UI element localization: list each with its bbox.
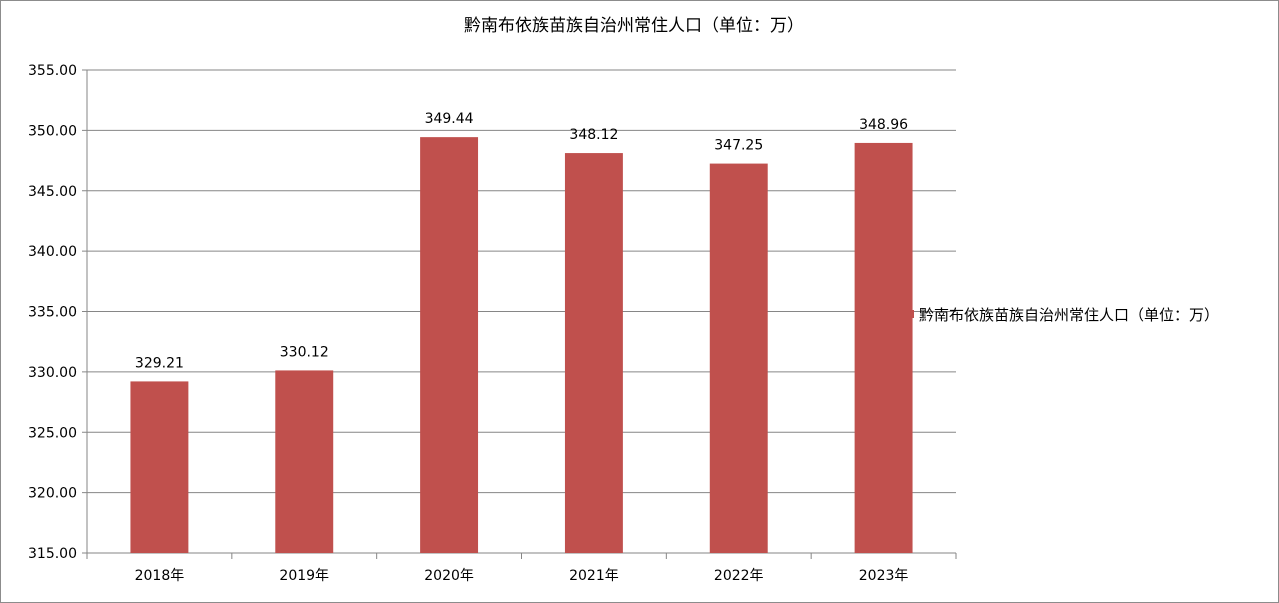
data-label: 329.21 (135, 355, 184, 371)
x-tick-label: 2021年 (569, 568, 619, 584)
data-label: 330.12 (280, 344, 329, 360)
y-tick-label: 340.00 (28, 244, 77, 260)
x-tick-label: 2022年 (714, 568, 764, 584)
data-label: 347.25 (714, 138, 763, 154)
y-tick-label: 335.00 (28, 305, 77, 321)
x-tick-label: 2019年 (279, 568, 329, 584)
data-label: 348.96 (859, 117, 908, 133)
chart-title: 黔南布依族苗族自治州常住人口（单位：万） (464, 16, 804, 36)
data-label: 348.12 (569, 127, 618, 143)
data-label: 349.44 (425, 111, 474, 127)
x-tick-label: 2020年 (424, 568, 474, 584)
axes (82, 69, 957, 559)
bar-2021年 (564, 153, 623, 554)
y-tick-labels: 315.00 320.00 325.00 330.00 335.00 340.00 345.… (28, 63, 77, 562)
data-labels: 329.21 330.12 349.44 348.12 347.25 348.96 (135, 111, 908, 371)
legend: 黔南布依族苗族自治州常住人口（单位：万） (907, 306, 1219, 324)
y-tick-label: 315.00 (28, 546, 77, 562)
bar-2022年 (709, 163, 768, 554)
bar-2023年 (854, 142, 913, 554)
y-tick-label: 345.00 (28, 184, 77, 200)
bars (130, 137, 913, 554)
y-tick-label: 325.00 (28, 425, 77, 441)
x-tick-label: 2023年 (859, 568, 909, 584)
legend-label: 黔南布依族苗族自治州常住人口（单位：万） (919, 306, 1219, 324)
x-tick-label: 2018年 (135, 568, 185, 584)
legend-swatch (907, 310, 914, 318)
gridlines (87, 69, 956, 554)
y-tick-label: 320.00 (28, 486, 77, 502)
y-tick-label: 350.00 (28, 123, 77, 139)
bar-2019年 (275, 370, 334, 553)
x-tick-labels: 2018年 2019年 2020年 2021年 2022年 2023年 (135, 568, 909, 584)
y-tick-label: 355.00 (28, 63, 77, 79)
y-tick-label: 330.00 (28, 365, 77, 381)
bar-2018年 (130, 381, 189, 553)
bar-2020年 (420, 137, 479, 553)
